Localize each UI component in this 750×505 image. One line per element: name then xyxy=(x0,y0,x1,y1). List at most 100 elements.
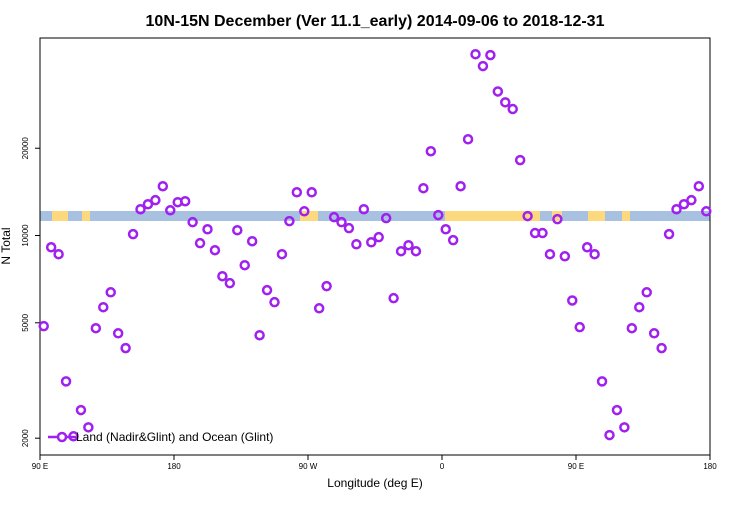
legend-marker xyxy=(56,431,68,443)
data-point xyxy=(53,248,64,260)
data-point xyxy=(232,224,243,236)
data-point xyxy=(75,404,87,416)
data-point xyxy=(678,198,690,210)
data-point xyxy=(537,227,548,239)
data-point xyxy=(581,242,593,253)
data-point xyxy=(217,270,228,282)
data-point xyxy=(604,429,615,441)
data-point xyxy=(261,284,273,296)
data-point xyxy=(179,195,191,207)
data-point xyxy=(522,210,533,222)
data-point xyxy=(343,222,355,234)
data-point xyxy=(351,239,362,250)
land-segment xyxy=(588,211,605,221)
data-point xyxy=(492,86,504,97)
data-point xyxy=(552,213,563,225)
data-point xyxy=(380,212,392,224)
data-point xyxy=(395,245,407,257)
data-point xyxy=(671,204,682,215)
data-point xyxy=(559,251,571,262)
data-point xyxy=(433,209,444,221)
data-point xyxy=(313,303,325,314)
data-point xyxy=(45,242,57,253)
data-point xyxy=(105,287,116,298)
data-point xyxy=(165,205,176,216)
data-point xyxy=(187,216,198,228)
land-segment xyxy=(300,211,318,221)
data-point xyxy=(619,422,630,433)
data-point xyxy=(403,239,414,251)
data-point xyxy=(634,301,645,313)
data-point xyxy=(83,422,94,433)
x-tick-label: 180 xyxy=(703,462,717,471)
data-point xyxy=(641,287,652,298)
x-tick-label: 0 xyxy=(440,462,445,471)
data-point xyxy=(410,245,422,257)
data-point xyxy=(544,248,556,260)
y-tick-label: 2000 xyxy=(21,429,30,447)
data-point xyxy=(299,206,310,217)
data-point xyxy=(440,224,451,235)
y-tick-label: 5000 xyxy=(21,313,30,331)
data-point xyxy=(209,244,221,256)
data-point xyxy=(574,321,585,333)
x-tick-label: 90 E xyxy=(32,462,48,471)
data-point xyxy=(514,154,526,166)
data-point xyxy=(336,216,347,228)
data-point xyxy=(626,322,638,334)
data-point xyxy=(500,97,511,108)
y-tick-label: 20000 xyxy=(21,137,30,160)
data-point xyxy=(38,320,49,332)
data-point xyxy=(418,182,429,194)
data-point xyxy=(135,204,146,215)
data-point xyxy=(112,328,124,339)
data-point xyxy=(276,248,288,260)
land-segment xyxy=(52,211,68,221)
legend-label: Land (Nadir&Glint) and Ocean (Glint) xyxy=(76,430,273,444)
plot-frame xyxy=(39,37,711,456)
data-point xyxy=(589,248,600,260)
chart-title: 10N-15N December (Ver 11.1_early) 2014-0… xyxy=(146,13,605,30)
x-tick-label: 90 E xyxy=(568,462,584,471)
data-point xyxy=(150,194,161,206)
data-point xyxy=(194,237,206,249)
data-point xyxy=(507,103,518,115)
data-point xyxy=(470,48,481,60)
data-point xyxy=(425,145,437,157)
land-segment xyxy=(622,211,630,221)
data-point xyxy=(477,60,489,72)
y-axis-label: N Total xyxy=(0,227,13,264)
data-point xyxy=(328,211,340,223)
data-point xyxy=(120,342,131,354)
data-point xyxy=(656,342,667,354)
data-point xyxy=(321,280,332,292)
land-segment xyxy=(445,211,540,221)
data-point xyxy=(663,228,675,240)
data-point xyxy=(224,277,236,289)
x-axis-label: Longitude (deg E) xyxy=(327,476,422,490)
data-point xyxy=(127,228,139,240)
data-point xyxy=(60,376,72,387)
data-point xyxy=(157,180,169,192)
x-tick-label: 90 W xyxy=(299,462,318,471)
data-point xyxy=(202,224,213,235)
data-point xyxy=(269,296,280,308)
land-segment xyxy=(82,211,90,221)
y-tick-label: 10000 xyxy=(21,224,30,247)
data-point xyxy=(142,198,154,210)
data-point xyxy=(291,187,303,198)
data-point xyxy=(611,404,623,416)
data-point xyxy=(567,295,578,306)
data-point xyxy=(373,231,384,243)
data-point xyxy=(455,180,466,192)
data-point xyxy=(358,204,370,215)
data-point xyxy=(485,49,496,61)
data-point xyxy=(366,236,377,248)
data-point xyxy=(686,194,697,206)
data-point xyxy=(648,328,660,339)
data-point xyxy=(388,292,399,304)
x-tick-label: 180 xyxy=(167,462,181,471)
data-point xyxy=(254,329,265,341)
data-point xyxy=(462,134,474,145)
